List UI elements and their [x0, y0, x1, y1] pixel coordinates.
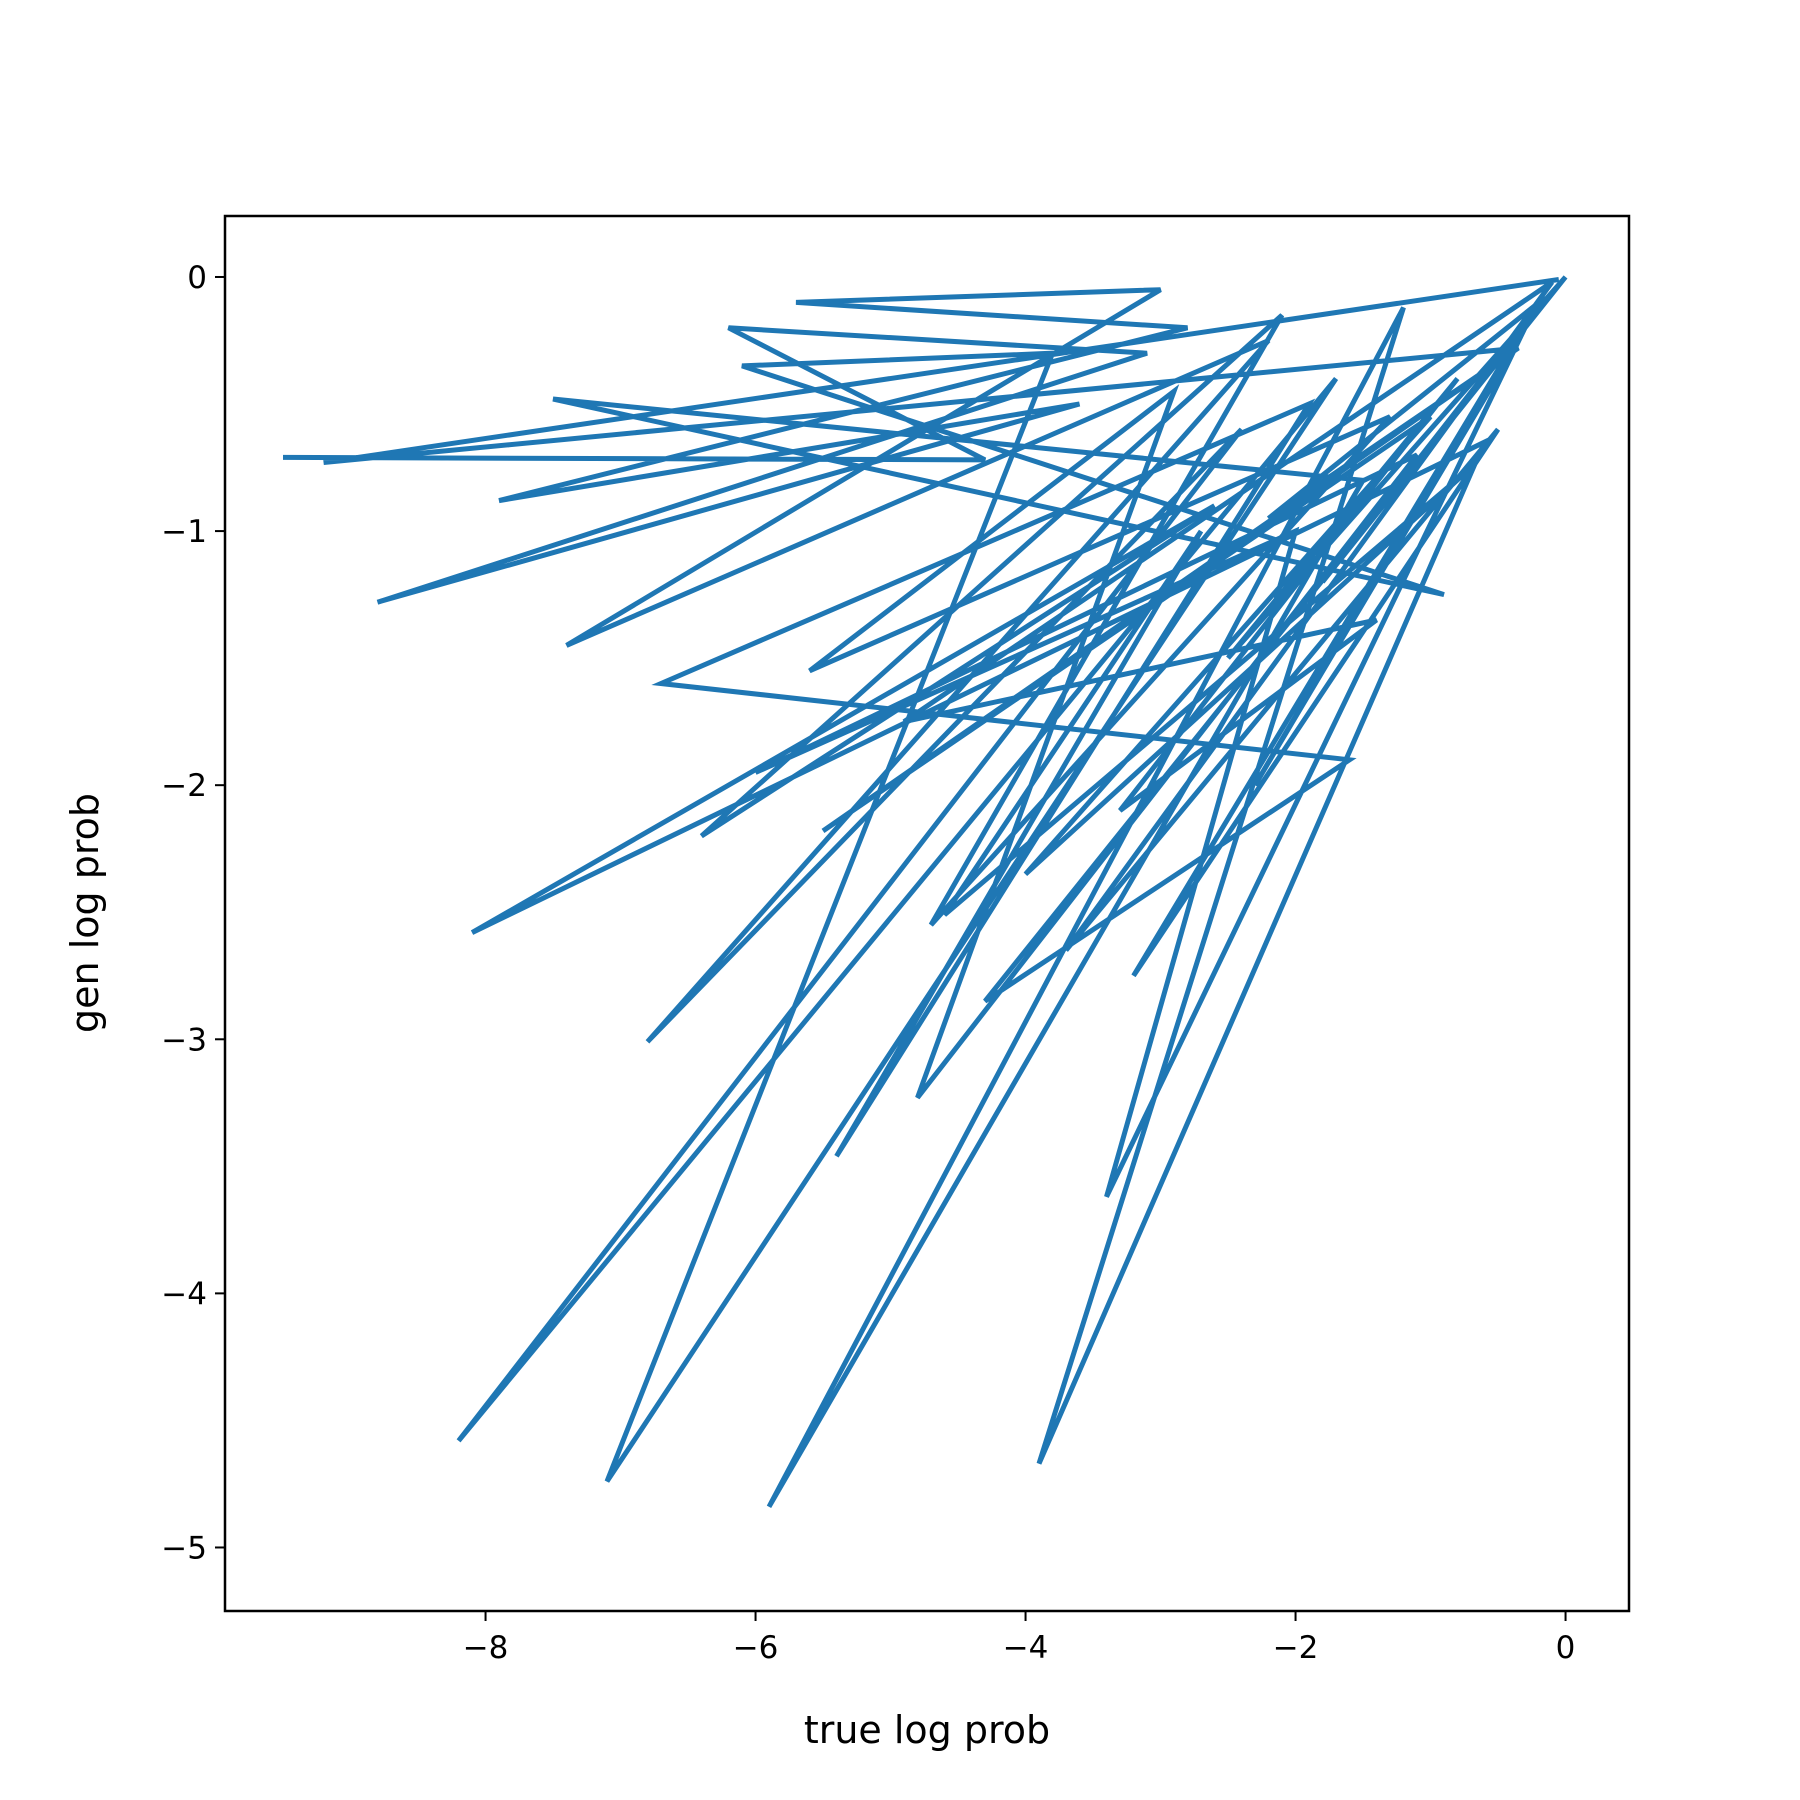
y-tick-label: −1 — [161, 514, 207, 550]
y-tick-label: −3 — [161, 1022, 207, 1058]
y-tick-label: −5 — [161, 1530, 207, 1566]
y-tick-label: −4 — [161, 1276, 207, 1312]
x-axis: −8 −6 −4 −2 0 — [463, 1611, 1576, 1666]
x-tick-label: 0 — [1556, 1630, 1576, 1666]
x-tick-label: −4 — [1003, 1630, 1049, 1666]
x-tick-label: −8 — [463, 1630, 509, 1666]
x-tick-label: −6 — [733, 1630, 779, 1666]
series-line-0 — [282, 275, 1568, 1509]
plot-frame — [223, 214, 1631, 1613]
y-axis-label: gen log prob — [63, 793, 107, 1033]
y-axis: 0 −1 −2 −3 −4 −5 — [161, 260, 225, 1566]
series-layer — [282, 275, 1568, 1509]
x-tick-label: −2 — [1273, 1630, 1319, 1666]
y-tick-label: −2 — [161, 768, 207, 804]
x-axis-label: true log prob — [804, 1708, 1050, 1752]
y-tick-label: 0 — [187, 260, 207, 296]
